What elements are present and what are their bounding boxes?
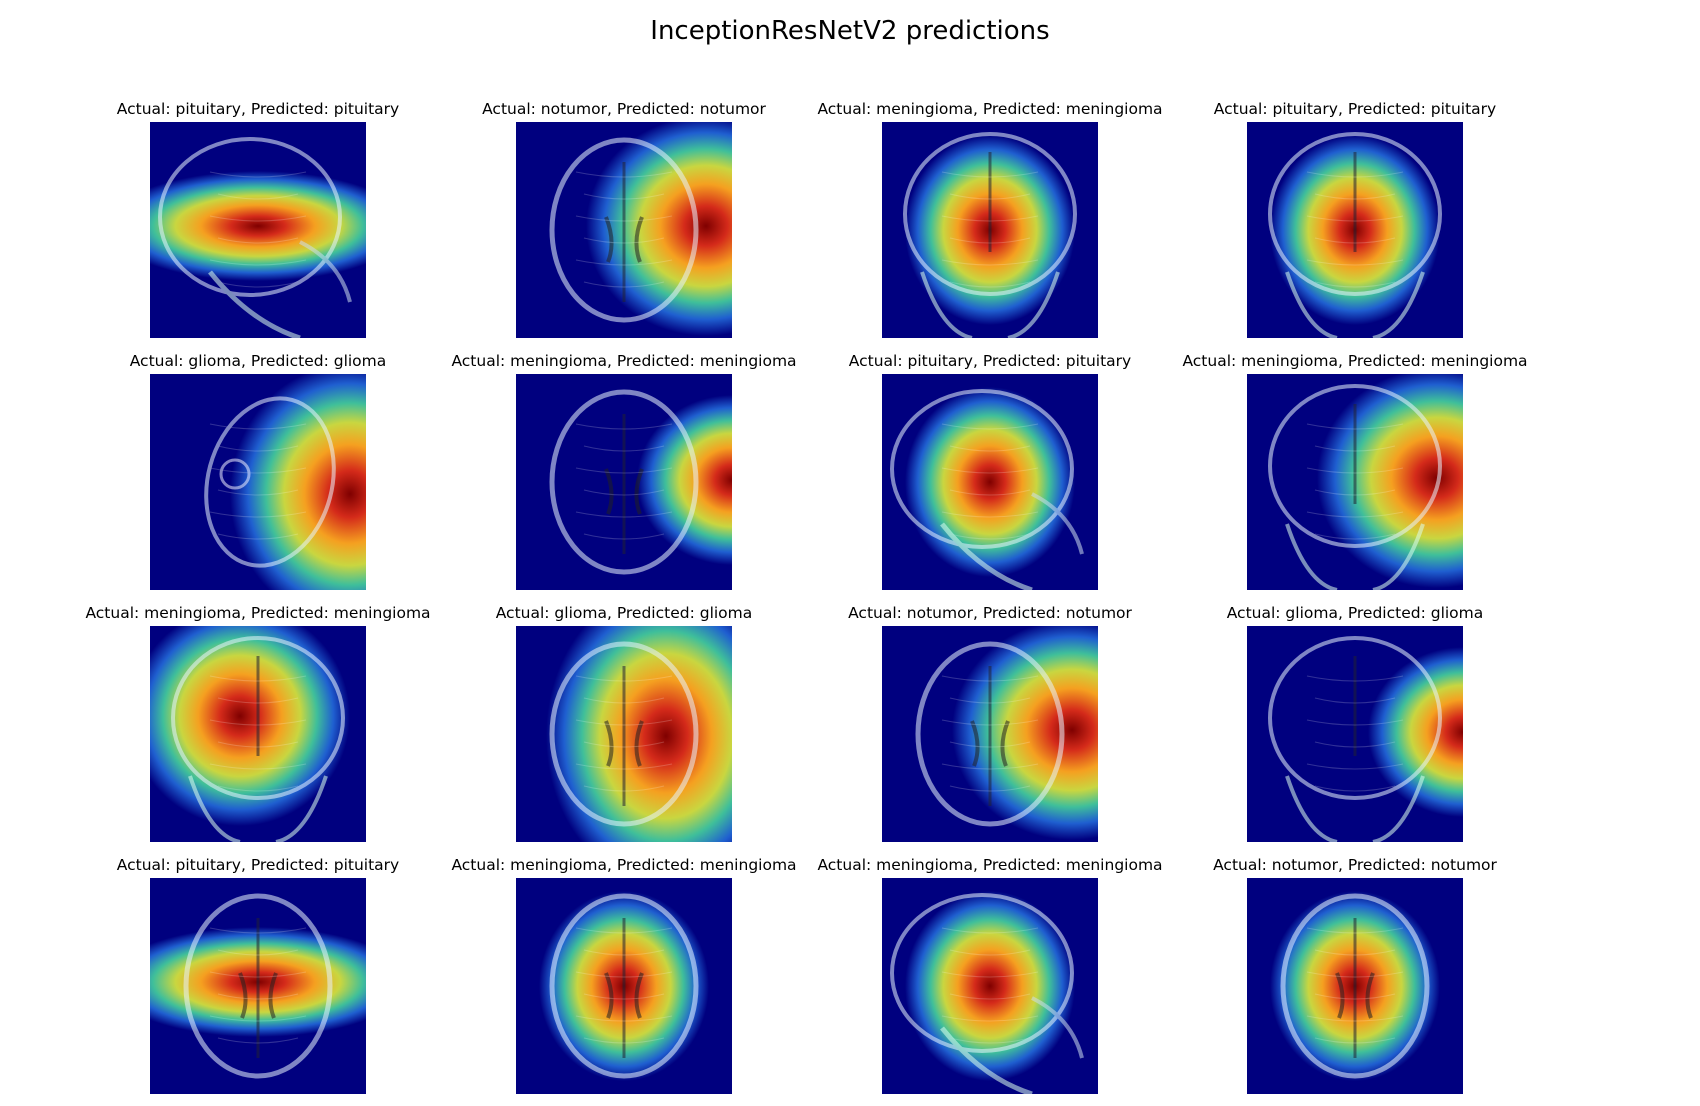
gradcam-heatmap-image — [1247, 626, 1463, 842]
panel-title: Actual: meningioma, Predicted: meningiom… — [451, 352, 797, 370]
brain-scan — [903, 132, 1077, 338]
gradcam-heatmap-image — [882, 878, 1098, 1094]
figure-title: InceptionResNetV2 predictions — [650, 16, 1050, 46]
gradcam-heatmap-image — [150, 626, 366, 842]
heatmap-svg — [1247, 878, 1463, 1094]
prediction-panel: Actual: meningioma, Predicted: meningiom… — [424, 352, 824, 602]
gradcam-heatmap-image — [516, 878, 732, 1094]
gradcam-heatmap-image — [882, 122, 1098, 338]
gradcam-heatmap-image — [516, 626, 732, 842]
panel-title: Actual: glioma, Predicted: glioma — [495, 604, 753, 622]
panel-title: Actual: meningioma, Predicted: meningiom… — [85, 604, 431, 622]
gradcam-heatmap-image — [150, 374, 366, 590]
gradcam-heatmap-image — [1247, 878, 1463, 1094]
gradcam-heatmap-image — [150, 122, 366, 338]
prediction-panel: Actual: glioma, Predicted: glioma — [424, 604, 824, 854]
prediction-panel: Actual: notumor, Predicted: notumor — [790, 604, 1190, 854]
heatmap-svg — [882, 626, 1098, 842]
prediction-panel: Actual: meningioma, Predicted: meningiom… — [790, 856, 1190, 1106]
panel-title: Actual: pituitary, Predicted: pituitary — [116, 856, 400, 874]
gradcam-heatmap-image — [1247, 122, 1463, 338]
heatmap-svg — [882, 374, 1098, 590]
prediction-panel: Actual: pituitary, Predicted: pituitary — [58, 100, 458, 350]
panel-title: Actual: meningioma, Predicted: meningiom… — [817, 100, 1163, 118]
panel-title: Actual: notumor, Predicted: notumor — [848, 604, 1132, 622]
prediction-panel: Actual: meningioma, Predicted: meningiom… — [424, 856, 824, 1106]
gradcam-heatmap-image — [882, 626, 1098, 842]
panel-title: Actual: meningioma, Predicted: meningiom… — [451, 856, 797, 874]
heatmap-overlay — [150, 122, 366, 338]
panel-title: Actual: notumor, Predicted: notumor — [482, 100, 766, 118]
prediction-panel: Actual: meningioma, Predicted: meningiom… — [790, 100, 1190, 350]
prediction-panel: Actual: meningioma, Predicted: meningiom… — [58, 604, 458, 854]
heatmap-svg — [1247, 374, 1463, 590]
heatmap-svg — [516, 626, 732, 842]
heatmap-svg — [150, 122, 366, 338]
heatmap-svg — [150, 878, 366, 1094]
heatmap-svg — [516, 878, 732, 1094]
prediction-panel: Actual: glioma, Predicted: glioma — [1155, 604, 1555, 854]
brain-scan — [1268, 132, 1442, 338]
panel-title: Actual: pituitary, Predicted: pituitary — [1213, 100, 1497, 118]
heatmap-svg — [150, 626, 366, 842]
prediction-panel: Actual: pituitary, Predicted: pituitary — [1155, 100, 1555, 350]
panel-title: Actual: pituitary, Predicted: pituitary — [848, 352, 1132, 370]
panel-title: Actual: glioma, Predicted: glioma — [1226, 604, 1484, 622]
panel-title: Actual: notumor, Predicted: notumor — [1213, 856, 1497, 874]
brain-scan — [915, 641, 1065, 827]
brain-scan — [549, 137, 699, 323]
heatmap-svg — [150, 374, 366, 590]
brain-scan — [158, 137, 352, 338]
prediction-panel: Actual: glioma, Predicted: glioma — [58, 352, 458, 602]
gradcam-heatmap-image — [882, 374, 1098, 590]
heatmap-overlay — [150, 374, 366, 590]
heatmap-svg — [1247, 626, 1463, 842]
prediction-panel: Actual: notumor, Predicted: notumor — [424, 100, 824, 350]
panel-title: Actual: pituitary, Predicted: pituitary — [116, 100, 400, 118]
panel-title: Actual: meningioma, Predicted: meningiom… — [1182, 352, 1528, 370]
heatmap-svg — [516, 122, 732, 338]
heatmap-svg — [1247, 122, 1463, 338]
prediction-panel: Actual: meningioma, Predicted: meningiom… — [1155, 352, 1555, 602]
brain-scan — [1268, 636, 1442, 842]
panel-title: Actual: glioma, Predicted: glioma — [129, 352, 387, 370]
gradcam-heatmap-image — [150, 878, 366, 1094]
brain-scan — [183, 893, 333, 1079]
prediction-panel: Actual: pituitary, Predicted: pituitary — [790, 352, 1190, 602]
brain-scan — [549, 641, 699, 827]
brain-scan — [549, 893, 699, 1079]
gradcam-heatmap-image — [1247, 374, 1463, 590]
brain-scan — [171, 636, 345, 842]
brain-scan — [549, 389, 699, 575]
gradcam-heatmap-image — [516, 122, 732, 338]
heatmap-svg — [882, 122, 1098, 338]
panel-title: Actual: meningioma, Predicted: meningiom… — [817, 856, 1163, 874]
gradcam-heatmap-image — [516, 374, 732, 590]
prediction-panel: Actual: notumor, Predicted: notumor — [1155, 856, 1555, 1106]
brain-scan — [204, 396, 336, 568]
heatmap-overlay — [882, 374, 1098, 590]
prediction-panel: Actual: pituitary, Predicted: pituitary — [58, 856, 458, 1106]
heatmap-svg — [516, 374, 732, 590]
brain-scan — [890, 893, 1084, 1094]
heatmap-svg — [882, 878, 1098, 1094]
brain-scan — [1280, 893, 1430, 1079]
brain-scan — [1268, 384, 1442, 590]
brain-scan — [890, 389, 1084, 590]
heatmap-overlay — [882, 878, 1098, 1094]
